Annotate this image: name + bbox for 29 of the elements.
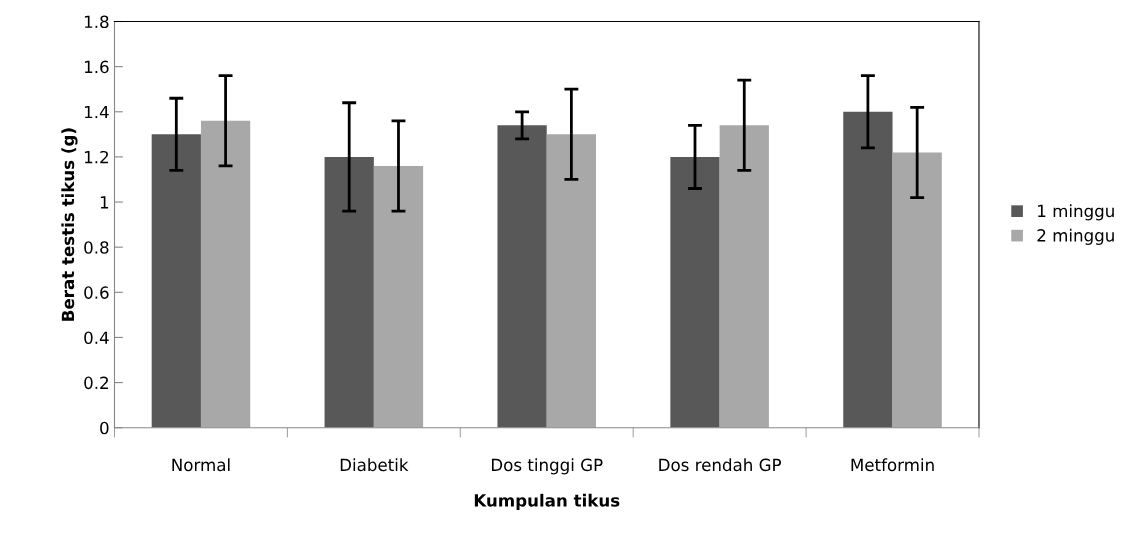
bar [719,125,769,428]
y-tick-label: 1.4 [84,105,109,119]
y-tick-label: 0.6 [84,286,109,299]
bar [670,156,720,428]
y-tick-label: 0.2 [84,376,108,390]
x-axis-title: Kumpulan tikus [474,493,620,510]
bar [843,111,893,428]
bar [373,165,424,428]
x-tick-label: Dos rendah GP [659,458,782,472]
y-tick-label: 1.8 [84,15,109,29]
legend-label: 2 minggu [1037,228,1114,245]
bar [497,125,547,428]
bar [200,120,251,428]
x-tick-label: Normal [172,458,230,472]
y-tick-label: 0 [100,421,109,435]
bar [892,152,942,428]
y-tick-label: 1 [100,196,109,209]
y-axis-title: Berat testis tikus (g) [61,128,78,321]
x-tick-label: Dos tinggi GP [491,458,603,475]
x-tick-label: Metformin [851,458,934,472]
bar [324,156,374,428]
x-tick-label: Diabetik [340,458,409,472]
y-tick-label: 0.8 [84,241,109,254]
bar [546,134,597,428]
legend-label: 1 minggu [1038,204,1114,221]
y-tick-label: 1.2 [84,150,108,164]
y-tick-label: 1.6 [84,60,109,74]
bar [151,134,201,428]
y-tick-label: 0.4 [84,331,109,345]
